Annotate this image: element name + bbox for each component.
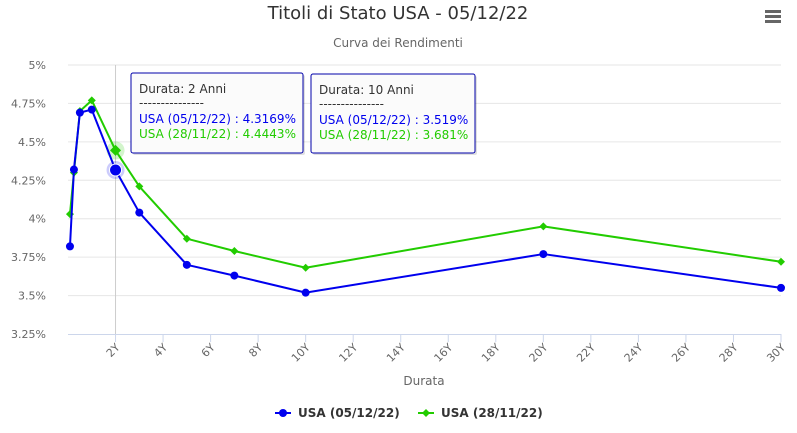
legend-label: USA (28/11/22) — [441, 406, 543, 420]
data-point — [301, 263, 310, 272]
tooltip-line: USA (28/11/22) : 4.4443% — [139, 127, 296, 141]
tooltip-line: USA (28/11/22) : 3.681% — [319, 128, 468, 142]
x-tick-label: 2Y — [104, 341, 123, 360]
legend-marker — [279, 409, 287, 417]
data-point — [135, 208, 144, 217]
data-point — [301, 288, 310, 297]
axes: 3.25% 3.5% 3.75% 4% 4.25% 4.5% 4.75% 5% 2Y 4Y 6Y 8Y… — [11, 59, 788, 365]
x-tick-label: 18Y — [479, 341, 503, 365]
data-point — [539, 250, 548, 259]
legend-label: USA (05/12/22) — [298, 406, 400, 420]
y-tick-label: 4.75% — [11, 97, 46, 110]
tooltip-separator: --------------- — [139, 96, 204, 110]
tooltip-box — [310, 73, 476, 154]
x-tick-label: 8Y — [246, 341, 265, 360]
x-tick-label: 10Y — [289, 341, 313, 365]
data-point — [75, 108, 84, 117]
hamburger-menu-icon — [765, 10, 781, 23]
x-tick-label: 20Y — [527, 341, 551, 365]
legend-item[interactable]: USA (28/11/22) — [418, 406, 543, 420]
chart-subtitle: Curva dei Rendimenti — [333, 36, 463, 50]
data-point — [777, 257, 785, 266]
y-tick-label: 4.5% — [18, 136, 46, 149]
series — [65, 96, 785, 297]
y-tick-label: 4% — [29, 213, 46, 226]
x-tick-label: 4Y — [151, 341, 170, 360]
tooltips: Durata: 2 Anni---------------USA (05/12/… — [130, 72, 477, 155]
x-tick-label: 22Y — [574, 341, 598, 365]
tooltip-header: Durata: 10 Anni — [319, 83, 414, 97]
data-point — [230, 246, 239, 255]
series-group — [65, 105, 785, 297]
y-tick-label: 4.25% — [11, 174, 46, 187]
legend-item[interactable]: USA (05/12/22) — [275, 406, 400, 420]
data-point — [135, 182, 144, 191]
tooltip-line: USA (05/12/22) : 4.3169% — [139, 112, 296, 126]
x-tick-label: 6Y — [199, 341, 218, 360]
data-point — [87, 96, 96, 105]
x-tick-label: 24Y — [622, 341, 646, 365]
data-point — [539, 222, 548, 231]
x-tick-label: 28Y — [717, 341, 741, 365]
data-point — [182, 260, 191, 269]
data-point — [109, 163, 123, 177]
tooltip-line: USA (05/12/22) : 3.519% — [319, 113, 468, 127]
menu-button[interactable] — [762, 6, 784, 26]
legend[interactable]: USA (05/12/22) USA (28/11/22) — [275, 406, 543, 420]
data-point — [182, 234, 191, 243]
y-tick-label: 3.5% — [18, 290, 46, 303]
x-tick-label: 26Y — [669, 341, 693, 365]
data-point — [87, 105, 96, 114]
x-tick-label: 14Y — [384, 341, 408, 365]
x-tick-label: 30Y — [764, 341, 788, 365]
tooltip-box — [130, 72, 304, 154]
y-tick-label: 3.25% — [11, 328, 46, 341]
data-point — [777, 283, 785, 292]
x-tick-label: 12Y — [336, 341, 360, 365]
tooltip-separator: --------------- — [319, 97, 384, 111]
x-tick-label: 16Y — [432, 341, 456, 365]
tooltip-header: Durata: 2 Anni — [139, 82, 226, 96]
y-tick-label: 3.75% — [11, 251, 46, 264]
data-point — [110, 144, 122, 156]
data-point — [65, 242, 74, 251]
chart-title: Titoli di Stato USA - 05/12/22 — [267, 3, 529, 24]
data-point — [69, 165, 78, 174]
x-axis-title: Durata — [403, 374, 444, 388]
tooltip: Durata: 2 Anni--------------- USA (05/12/… — [130, 72, 305, 155]
y-tick-label: 5% — [29, 59, 46, 72]
legend-marker — [422, 409, 430, 417]
tooltip: Durata: 10 Anni--------------- USA (05/12… — [310, 73, 477, 155]
data-point — [230, 271, 239, 280]
